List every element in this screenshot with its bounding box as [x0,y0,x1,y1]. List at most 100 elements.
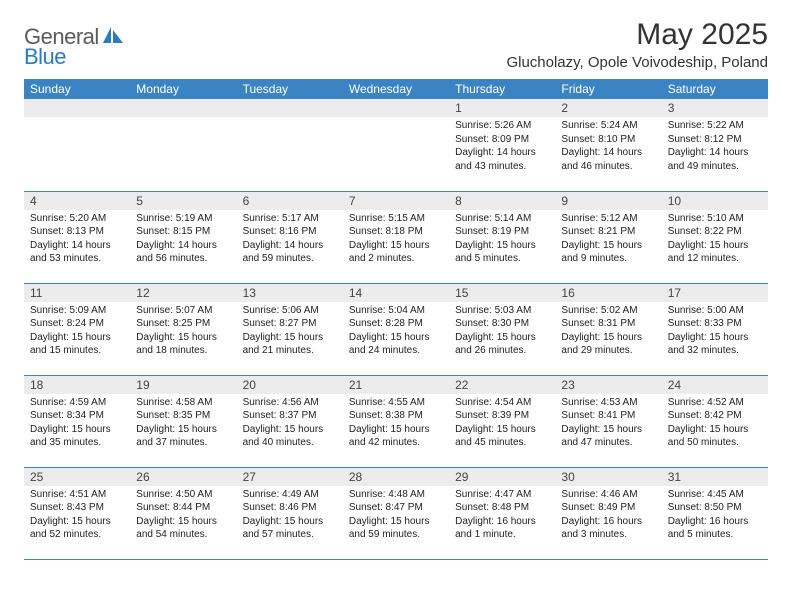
day-details: Sunrise: 4:56 AMSunset: 8:37 PMDaylight:… [237,394,343,454]
day-number: 31 [662,468,768,486]
day-number: 22 [449,376,555,394]
day-header: Tuesday [237,79,343,99]
calendar-day-cell: 19Sunrise: 4:58 AMSunset: 8:35 PMDayligh… [130,375,236,467]
page-header: General May 2025 Glucholazy, Opole Voivo… [24,18,768,71]
logo-text-blue: Blue [24,44,66,69]
day-details: Sunrise: 4:48 AMSunset: 8:47 PMDaylight:… [343,486,449,546]
day-details: Sunrise: 5:09 AMSunset: 8:24 PMDaylight:… [24,302,130,362]
day-number: 6 [237,192,343,210]
calendar-day-cell: 29Sunrise: 4:47 AMSunset: 8:48 PMDayligh… [449,467,555,559]
calendar-day-cell: 22Sunrise: 4:54 AMSunset: 8:39 PMDayligh… [449,375,555,467]
day-number: 3 [662,99,768,117]
calendar-week-row: 11Sunrise: 5:09 AMSunset: 8:24 PMDayligh… [24,283,768,375]
day-details: Sunrise: 5:00 AMSunset: 8:33 PMDaylight:… [662,302,768,362]
calendar-day-cell: 16Sunrise: 5:02 AMSunset: 8:31 PMDayligh… [555,283,661,375]
day-details: Sunrise: 5:06 AMSunset: 8:27 PMDaylight:… [237,302,343,362]
calendar-day-cell: 27Sunrise: 4:49 AMSunset: 8:46 PMDayligh… [237,467,343,559]
day-number: 21 [343,376,449,394]
day-details: Sunrise: 4:50 AMSunset: 8:44 PMDaylight:… [130,486,236,546]
day-number [343,99,449,117]
calendar-day-cell: 2Sunrise: 5:24 AMSunset: 8:10 PMDaylight… [555,99,661,191]
day-details: Sunrise: 5:19 AMSunset: 8:15 PMDaylight:… [130,210,236,270]
calendar-day-cell: 1Sunrise: 5:26 AMSunset: 8:09 PMDaylight… [449,99,555,191]
day-details [24,117,130,177]
calendar-day-cell: 17Sunrise: 5:00 AMSunset: 8:33 PMDayligh… [662,283,768,375]
calendar-week-row: 1Sunrise: 5:26 AMSunset: 8:09 PMDaylight… [24,99,768,191]
calendar-day-cell: 7Sunrise: 5:15 AMSunset: 8:18 PMDaylight… [343,191,449,283]
day-details: Sunrise: 5:10 AMSunset: 8:22 PMDaylight:… [662,210,768,270]
day-details: Sunrise: 4:45 AMSunset: 8:50 PMDaylight:… [662,486,768,546]
calendar-week-row: 25Sunrise: 4:51 AMSunset: 8:43 PMDayligh… [24,467,768,559]
day-number: 11 [24,284,130,302]
day-header: Saturday [662,79,768,99]
day-details: Sunrise: 5:26 AMSunset: 8:09 PMDaylight:… [449,117,555,177]
calendar-day-cell: 6Sunrise: 5:17 AMSunset: 8:16 PMDaylight… [237,191,343,283]
day-number: 9 [555,192,661,210]
day-details: Sunrise: 4:58 AMSunset: 8:35 PMDaylight:… [130,394,236,454]
day-details: Sunrise: 4:54 AMSunset: 8:39 PMDaylight:… [449,394,555,454]
day-number: 18 [24,376,130,394]
day-number: 26 [130,468,236,486]
day-details: Sunrise: 5:02 AMSunset: 8:31 PMDaylight:… [555,302,661,362]
day-number: 24 [662,376,768,394]
day-details: Sunrise: 5:03 AMSunset: 8:30 PMDaylight:… [449,302,555,362]
day-number [237,99,343,117]
day-number: 14 [343,284,449,302]
day-number: 28 [343,468,449,486]
day-number: 15 [449,284,555,302]
day-details: Sunrise: 4:46 AMSunset: 8:49 PMDaylight:… [555,486,661,546]
calendar-day-cell: 9Sunrise: 5:12 AMSunset: 8:21 PMDaylight… [555,191,661,283]
day-details: Sunrise: 5:20 AMSunset: 8:13 PMDaylight:… [24,210,130,270]
calendar-week-row: 18Sunrise: 4:59 AMSunset: 8:34 PMDayligh… [24,375,768,467]
day-number: 17 [662,284,768,302]
day-details: Sunrise: 5:14 AMSunset: 8:19 PMDaylight:… [449,210,555,270]
day-number: 27 [237,468,343,486]
day-details: Sunrise: 4:47 AMSunset: 8:48 PMDaylight:… [449,486,555,546]
calendar-day-cell: 30Sunrise: 4:46 AMSunset: 8:49 PMDayligh… [555,467,661,559]
calendar-day-cell: 5Sunrise: 5:19 AMSunset: 8:15 PMDaylight… [130,191,236,283]
calendar-day-cell: 31Sunrise: 4:45 AMSunset: 8:50 PMDayligh… [662,467,768,559]
calendar-week-row: 4Sunrise: 5:20 AMSunset: 8:13 PMDaylight… [24,191,768,283]
calendar-day-cell: 28Sunrise: 4:48 AMSunset: 8:47 PMDayligh… [343,467,449,559]
day-number: 29 [449,468,555,486]
logo-sail-icon [102,26,124,49]
calendar-day-cell: 25Sunrise: 4:51 AMSunset: 8:43 PMDayligh… [24,467,130,559]
calendar-day-cell: 23Sunrise: 4:53 AMSunset: 8:41 PMDayligh… [555,375,661,467]
calendar-day-cell: 10Sunrise: 5:10 AMSunset: 8:22 PMDayligh… [662,191,768,283]
day-details: Sunrise: 5:12 AMSunset: 8:21 PMDaylight:… [555,210,661,270]
calendar-empty-cell [24,99,130,191]
calendar-day-cell: 15Sunrise: 5:03 AMSunset: 8:30 PMDayligh… [449,283,555,375]
day-details: Sunrise: 5:22 AMSunset: 8:12 PMDaylight:… [662,117,768,177]
day-details: Sunrise: 5:17 AMSunset: 8:16 PMDaylight:… [237,210,343,270]
calendar-day-cell: 13Sunrise: 5:06 AMSunset: 8:27 PMDayligh… [237,283,343,375]
day-number: 10 [662,192,768,210]
day-number: 5 [130,192,236,210]
day-details: Sunrise: 4:51 AMSunset: 8:43 PMDaylight:… [24,486,130,546]
day-header: Wednesday [343,79,449,99]
day-details: Sunrise: 4:53 AMSunset: 8:41 PMDaylight:… [555,394,661,454]
month-title: May 2025 [506,18,768,52]
day-number: 2 [555,99,661,117]
day-number: 1 [449,99,555,117]
day-details: Sunrise: 5:24 AMSunset: 8:10 PMDaylight:… [555,117,661,177]
calendar-day-cell: 18Sunrise: 4:59 AMSunset: 8:34 PMDayligh… [24,375,130,467]
day-number [24,99,130,117]
day-details: Sunrise: 4:55 AMSunset: 8:38 PMDaylight:… [343,394,449,454]
calendar-day-cell: 8Sunrise: 5:14 AMSunset: 8:19 PMDaylight… [449,191,555,283]
day-number: 30 [555,468,661,486]
day-number: 8 [449,192,555,210]
day-header-row: SundayMondayTuesdayWednesdayThursdayFrid… [24,79,768,99]
day-details: Sunrise: 5:04 AMSunset: 8:28 PMDaylight:… [343,302,449,362]
calendar-day-cell: 11Sunrise: 5:09 AMSunset: 8:24 PMDayligh… [24,283,130,375]
calendar-empty-cell [130,99,236,191]
calendar-empty-cell [237,99,343,191]
calendar-day-cell: 14Sunrise: 5:04 AMSunset: 8:28 PMDayligh… [343,283,449,375]
day-details: Sunrise: 5:15 AMSunset: 8:18 PMDaylight:… [343,210,449,270]
calendar-day-cell: 3Sunrise: 5:22 AMSunset: 8:12 PMDaylight… [662,99,768,191]
day-number: 19 [130,376,236,394]
day-details [237,117,343,177]
calendar-day-cell: 21Sunrise: 4:55 AMSunset: 8:38 PMDayligh… [343,375,449,467]
day-details: Sunrise: 4:52 AMSunset: 8:42 PMDaylight:… [662,394,768,454]
day-header: Friday [555,79,661,99]
calendar-day-cell: 20Sunrise: 4:56 AMSunset: 8:37 PMDayligh… [237,375,343,467]
